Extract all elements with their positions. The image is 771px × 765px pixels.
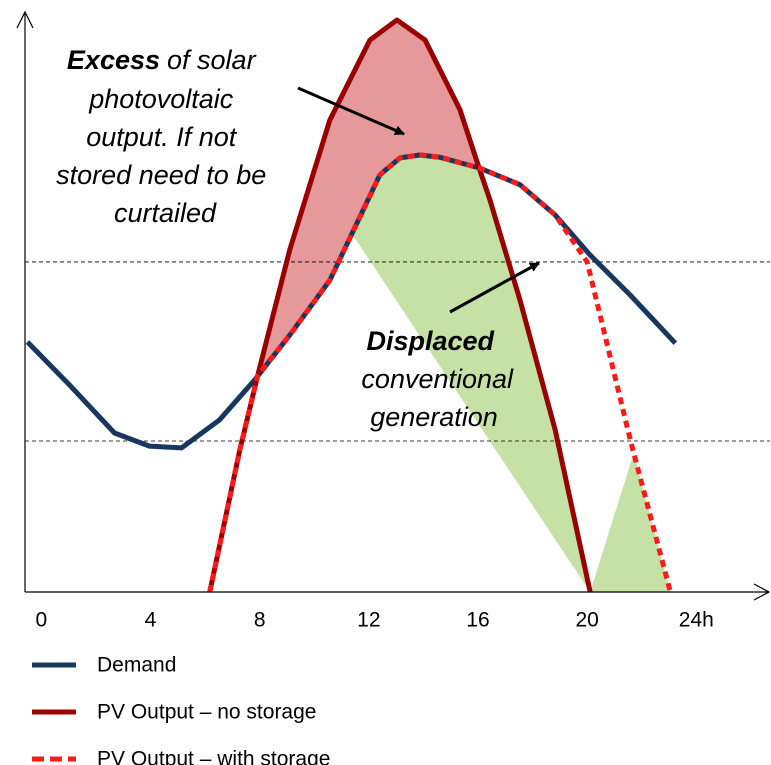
annotation-line: conventional	[361, 364, 514, 394]
x-tick-label: 8	[254, 609, 266, 632]
legend-label: PV Output – no storage	[97, 701, 316, 724]
annotation-lead: Displaced	[366, 326, 494, 356]
x-tick-label: 0	[36, 609, 48, 632]
x-axis-arrow	[753, 583, 771, 601]
annotation-line: generation	[370, 402, 498, 432]
x-tick-label: 12	[357, 609, 380, 632]
legend-label: PV Output – with storage	[97, 748, 330, 765]
arrow	[297, 86, 405, 136]
x-tick-label: 24h	[679, 609, 714, 632]
annotation-line: output. If not	[86, 122, 238, 152]
annotation-excess: Excess of solar photovoltaic output. If n…	[56, 45, 274, 228]
annotation-line: stored need to be	[56, 160, 266, 190]
annotation-line: curtailed	[114, 198, 217, 228]
legend-label: Demand	[97, 654, 176, 677]
series-line	[207, 152, 673, 593]
x-tick-label: 20	[575, 609, 598, 632]
annotation-lead: Excess	[67, 45, 160, 75]
annotation-line: photovoltaic	[88, 84, 234, 114]
annotation-displaced: Displaced conventional generation	[361, 326, 520, 432]
x-tick-label: 16	[466, 609, 489, 632]
series-line	[207, 17, 593, 593]
annotation-line: of solar	[167, 45, 257, 75]
x-tick-label: 4	[145, 609, 157, 632]
arrow	[449, 261, 540, 314]
y-axis-arrow	[16, 10, 34, 29]
